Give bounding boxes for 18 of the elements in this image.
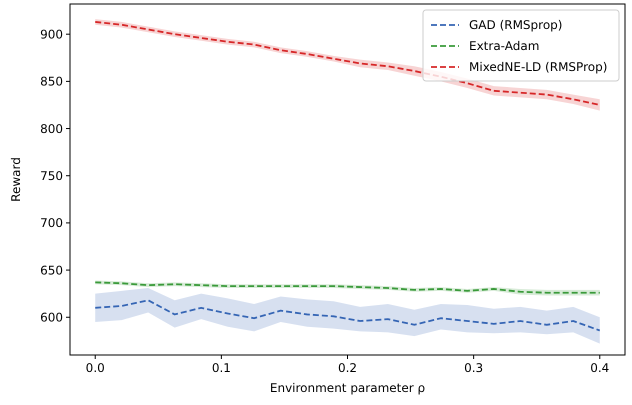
y-tick-label: 800 [40, 122, 63, 136]
y-tick-label: 600 [40, 310, 63, 324]
x-tick-label: 0.3 [464, 361, 484, 375]
y-tick-label: 750 [40, 168, 63, 183]
line-series [94, 299, 601, 332]
x-tick-label: 0.0 [86, 361, 105, 375]
legend-label: MixedNE-LD (RMSProp) [469, 60, 608, 74]
y-tick-label: 650 [40, 263, 63, 278]
y-tick-label: 700 [40, 216, 63, 230]
x-tick-label: 0.2 [338, 361, 358, 375]
y-tick-label: 900 [40, 27, 63, 42]
legend-label: GAD (RMSprop) [469, 18, 562, 32]
y-axis-title: Reward [9, 157, 23, 202]
legend-label: Extra-Adam [469, 39, 540, 54]
y-tick-label: 850 [40, 74, 63, 89]
x-axis-title: Environment parameter ρ [270, 381, 426, 395]
x-tick-label: 0.1 [212, 361, 231, 375]
x-tick-label: 0.4 [590, 361, 610, 375]
